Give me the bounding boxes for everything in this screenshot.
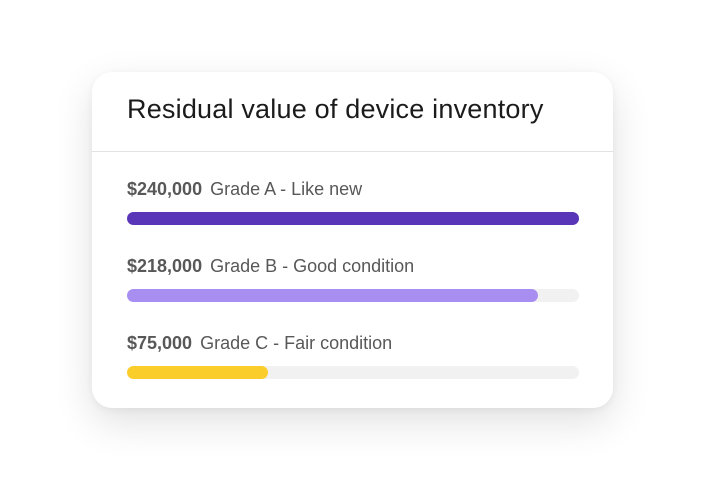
bar-track: [127, 366, 579, 379]
category-label: Grade B - Good condition: [210, 256, 415, 276]
card-title: Residual value of device inventory: [127, 94, 544, 124]
value-label: $218,000: [127, 256, 203, 276]
category-label: Grade C - Fair condition: [200, 333, 393, 353]
value-label: $75,000: [127, 333, 193, 353]
bar: [127, 212, 579, 225]
bar-label: $218,000 Grade B - Good condition: [127, 256, 414, 277]
bar-row: $218,000 Grade B - Good condition: [127, 256, 579, 316]
category-label: Grade A - Like new: [210, 179, 363, 199]
bar-track: [127, 289, 579, 302]
value-label: $240,000: [127, 179, 203, 199]
bar: [127, 289, 538, 302]
bar-row: $240,000 Grade A - Like new: [127, 179, 579, 239]
bar-label: $240,000 Grade A - Like new: [127, 179, 362, 200]
card: Residual value of device inventory $240,…: [92, 72, 613, 408]
divider: [92, 151, 613, 152]
bar-track: [127, 212, 579, 225]
bar: [127, 366, 269, 379]
bar-label: $75,000 Grade C - Fair condition: [127, 333, 392, 354]
bar-row: $75,000 Grade C - Fair condition: [127, 333, 579, 393]
